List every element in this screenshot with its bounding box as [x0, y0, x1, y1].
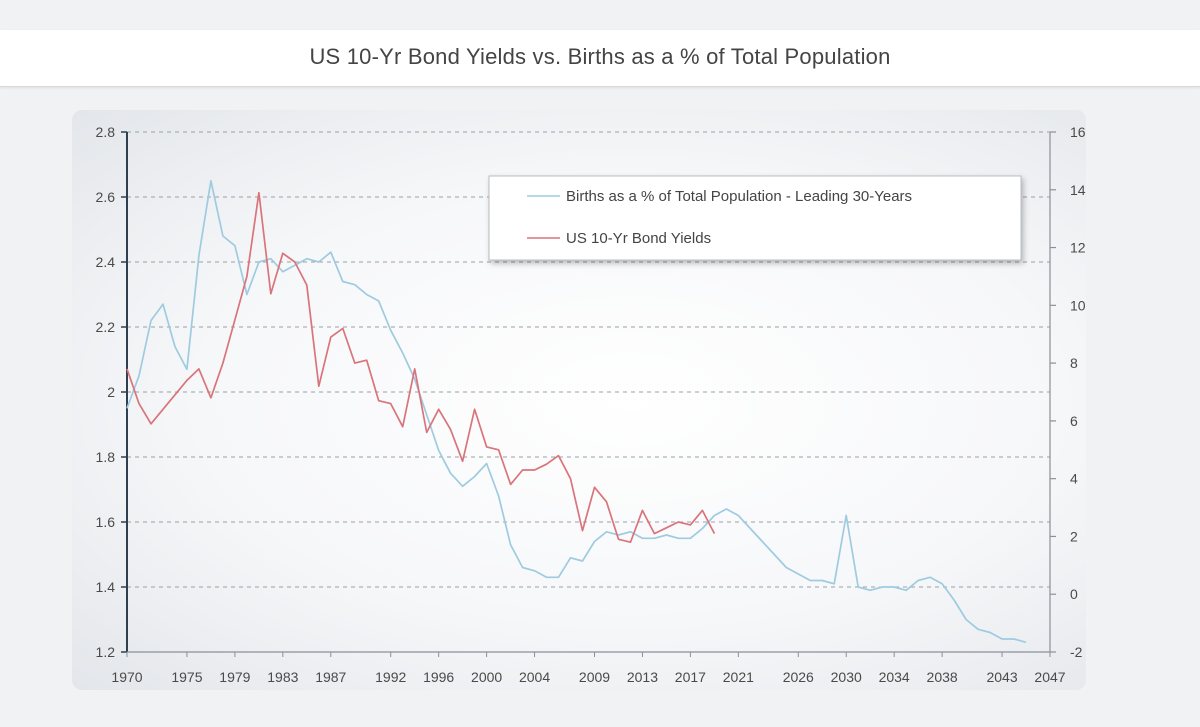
x-tick-label: 1970 [111, 669, 142, 685]
x-tick-label: 2047 [1034, 669, 1065, 685]
right-tick-label: 10 [1070, 297, 1086, 313]
x-tick-label: 1979 [219, 669, 250, 685]
x-tick-label: 1992 [375, 669, 406, 685]
legend-box [488, 175, 1022, 261]
x-tick-label: 2013 [627, 669, 658, 685]
series-lines [126, 179, 1027, 644]
right-tick-label: -2 [1070, 644, 1083, 660]
right-tick-label: 14 [1070, 182, 1086, 198]
x-tick-label: 2004 [519, 669, 550, 685]
right-tick-label: 6 [1070, 413, 1078, 429]
x-tick-label: 2038 [927, 669, 958, 685]
left-tick-label: 1.8 [96, 449, 116, 465]
axes [121, 131, 1056, 657]
x-tick-label: 2034 [879, 669, 910, 685]
tick-labels: 2.8 2.6 2.4 2.2 2 1.8 1.6 1.4 1.2 16 14 12 10 8 6 4 2 0 -2… [96, 124, 1086, 685]
left-tick-label: 1.4 [96, 579, 116, 595]
legend-label-births: Births as a % of Total Population - Lead… [566, 188, 912, 205]
left-tick-label: 2.6 [96, 189, 116, 205]
left-tick-label: 1.2 [96, 644, 116, 660]
legend-label-yields: US 10-Yr Bond Yields [566, 230, 711, 247]
x-tick-label: 1975 [171, 669, 202, 685]
x-tick-label: 2000 [471, 669, 502, 685]
x-tick-label: 2017 [675, 669, 706, 685]
left-tick-label: 1.6 [96, 514, 116, 530]
series-line-yields [126, 191, 716, 544]
x-tick-label: 2021 [723, 669, 754, 685]
x-tick-label: 1996 [423, 669, 454, 685]
x-tick-label: 1987 [315, 669, 346, 685]
left-tick-label: 2.2 [96, 319, 116, 335]
x-tick-label: 2026 [783, 669, 814, 685]
x-tick-label: 2030 [831, 669, 862, 685]
grid-lines [127, 131, 1050, 588]
right-tick-label: 16 [1070, 124, 1086, 140]
x-tick-label: 2043 [986, 669, 1017, 685]
left-tick-label: 2 [107, 384, 115, 400]
right-tick-label: 0 [1070, 586, 1078, 602]
series-line-births [126, 179, 1027, 644]
chart-title-bar: US 10-Yr Bond Yields vs. Births as a % o… [0, 30, 1200, 87]
right-tick-label: 8 [1070, 355, 1078, 371]
legend: Births as a % of Total Population - Lead… [488, 175, 1022, 261]
left-tick-label: 2.8 [96, 124, 116, 140]
right-tick-label: 12 [1070, 240, 1086, 256]
x-tick-label: 2009 [579, 669, 610, 685]
chart-title: US 10-Yr Bond Yields vs. Births as a % o… [309, 44, 891, 69]
right-tick-label: 4 [1070, 471, 1078, 487]
left-tick-label: 2.4 [96, 254, 116, 270]
x-tick-label: 1983 [267, 669, 298, 685]
right-tick-label: 2 [1070, 528, 1078, 544]
